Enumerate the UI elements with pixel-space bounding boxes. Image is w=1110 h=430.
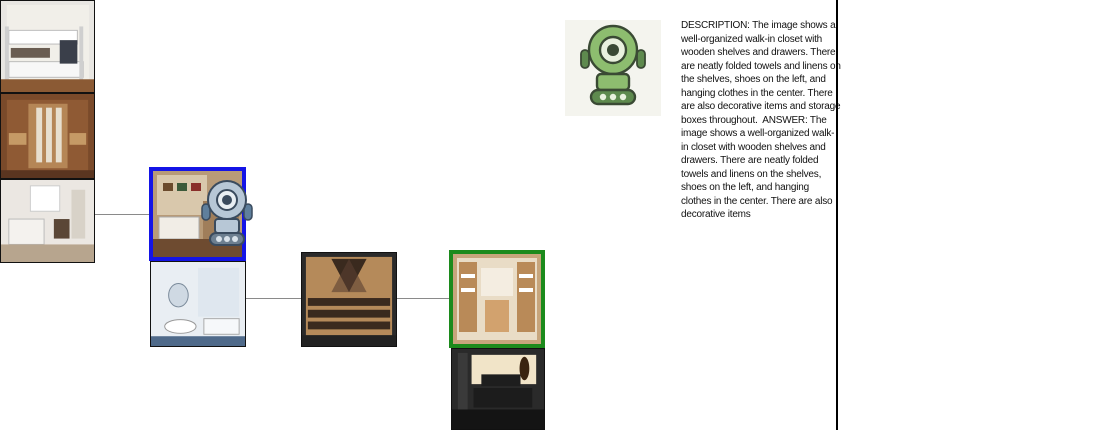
- agent-response-text: DESCRIPTION: The image shows a well-orga…: [681, 20, 841, 220]
- edge-bathroom-to-wine-cellar: [244, 298, 302, 299]
- room-node-bunk-bedroom[interactable]: [0, 0, 95, 93]
- agent-avatar: [565, 20, 661, 116]
- panel-divider: [836, 0, 838, 430]
- walk-in-closet-image: [453, 254, 541, 344]
- room-node-music-room[interactable]: [451, 348, 545, 430]
- wine-cellar-image: [302, 253, 396, 346]
- robot-marker-icon: [198, 178, 256, 248]
- edge-left-to-current: [95, 214, 151, 215]
- bathroom-image: [151, 262, 245, 346]
- wooden-wardrobe-image: [1, 94, 94, 178]
- edge-wine-cellar-to-closet: [396, 298, 451, 299]
- music-room-image: [452, 349, 544, 429]
- bright-bedroom-image: [1, 180, 94, 262]
- room-node-bathroom[interactable]: [150, 261, 246, 347]
- green-robot-icon: [580, 24, 646, 106]
- room-node-bright-bedroom[interactable]: [0, 179, 95, 263]
- room-node-walk-in-closet[interactable]: [449, 250, 545, 348]
- room-node-wine-cellar[interactable]: [301, 252, 397, 347]
- bunk-bedroom-image: [1, 1, 94, 92]
- room-node-wooden-wardrobe[interactable]: [0, 93, 95, 179]
